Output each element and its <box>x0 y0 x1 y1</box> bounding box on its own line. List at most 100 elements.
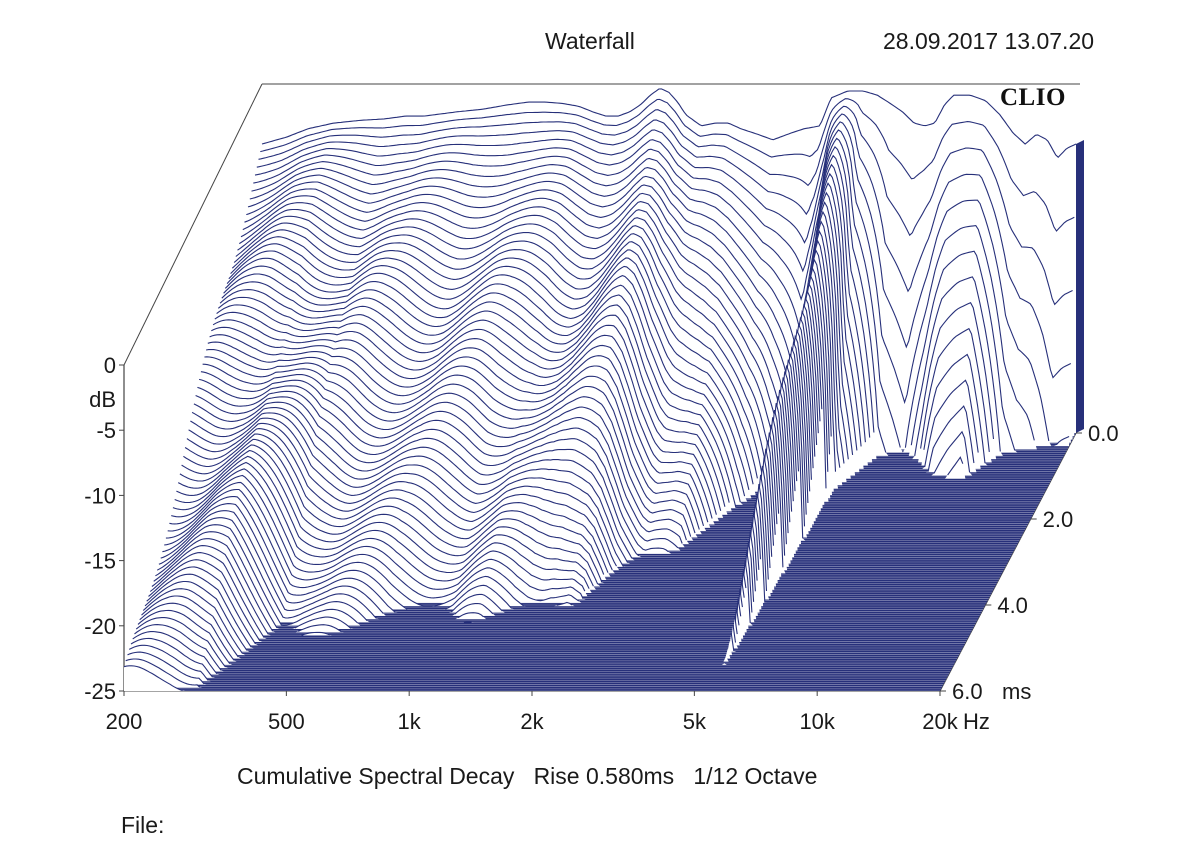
decay-slice-line <box>184 428 609 573</box>
decay-slice-line <box>123 665 183 692</box>
z-tick-label: 6.0 <box>952 679 983 704</box>
x-axis-unit: Hz <box>963 709 990 734</box>
x-tick-label: 5k <box>683 709 707 734</box>
y-tick-label: -25 <box>84 679 116 704</box>
decay-slice-line <box>200 371 683 544</box>
decay-slice-line <box>149 559 261 642</box>
decay-slice-line <box>434 575 524 607</box>
decay-slice-line <box>193 401 633 559</box>
decay-slice-line <box>202 363 687 541</box>
decay-slice-line <box>294 616 352 629</box>
decay-slice-line <box>195 394 640 557</box>
decay-slice-line <box>223 273 741 503</box>
decay-slice-line <box>134 624 222 671</box>
decay-slice-line <box>923 353 986 464</box>
decay-slice-line <box>160 517 368 622</box>
decay-slice-line <box>127 651 205 685</box>
x-tick-label: 20k <box>922 709 958 734</box>
decay-slice-line <box>947 456 964 476</box>
decay-slice-line <box>910 276 1001 452</box>
decay-slice-line <box>214 311 717 515</box>
decay-slice-line <box>242 182 862 447</box>
decay-slice-line <box>158 524 359 627</box>
y-axis-unit: dB <box>89 387 116 412</box>
decay-slice-line <box>239 208 785 462</box>
decay-slice-line <box>188 417 617 567</box>
decay-slice-line <box>730 632 735 651</box>
slice-mask <box>136 617 953 669</box>
x-tick-label: 1k <box>398 709 422 734</box>
timestamp: 28.09.2017 13.07.20 <box>883 28 1095 54</box>
right-wall <box>1076 140 1084 433</box>
decay-slice-line <box>211 326 709 523</box>
decay-slice-line <box>164 503 384 614</box>
decay-slice-line <box>212 319 713 519</box>
y-tick-label: 0 <box>104 353 116 378</box>
file-label: File: <box>121 812 165 838</box>
decay-slice-line <box>167 488 408 610</box>
decay-slice-line <box>206 348 696 534</box>
decay-slice-line <box>142 588 244 655</box>
decay-slice-line <box>176 455 590 589</box>
decay-slice-line <box>258 105 1073 306</box>
decay-slice-line <box>226 257 750 491</box>
decay-slice-line <box>450 593 503 613</box>
decay-slice-line <box>177 449 594 587</box>
decay-slice-line <box>137 609 231 665</box>
decay-slice-line <box>914 301 995 456</box>
decay-slice-line <box>244 172 866 443</box>
decay-slice-line <box>247 154 875 433</box>
z-tick-label: 2.0 <box>1043 507 1074 532</box>
x-tick-label: 2k <box>520 709 544 734</box>
decay-slice-line <box>253 129 1035 441</box>
decay-slice-line <box>256 113 1072 379</box>
decay-slice-line <box>191 407 629 563</box>
decay-slice-line <box>230 243 758 479</box>
decay-slice-line <box>240 191 858 469</box>
decay-slice-line <box>139 602 235 661</box>
decay-slice-line <box>181 438 603 583</box>
decay-slice-line <box>197 386 669 553</box>
decay-slice-line <box>235 222 776 481</box>
decay-slice-line <box>556 601 573 606</box>
decay-slice-line <box>190 412 624 567</box>
decay-slice-line <box>221 281 737 509</box>
chart-title: Waterfall <box>545 28 635 54</box>
y-tick-label: -10 <box>84 483 116 508</box>
decay-slice-line <box>183 433 605 575</box>
decay-slice-line <box>924 379 979 468</box>
decay-slice-line <box>246 163 871 438</box>
chart-subtitle: Cumulative Spectral Decay Rise 0.580ms 1… <box>237 763 818 789</box>
decay-slice-line <box>261 88 1077 158</box>
decay-slice-line <box>125 658 201 688</box>
decay-slice-line <box>732 624 737 643</box>
decay-slice-line <box>207 341 700 530</box>
decay-slice-line <box>179 444 599 585</box>
decay-slice-line <box>927 405 975 472</box>
frame-left-top-edge <box>123 83 263 366</box>
decay-slice-line <box>204 356 692 537</box>
decay-slice-line <box>198 378 679 549</box>
decay-slice-line <box>454 602 494 615</box>
slice-mask <box>167 489 984 610</box>
decay-slice-line <box>1055 435 1070 446</box>
decay-slice-line <box>920 327 990 452</box>
x-tick-label: 10k <box>799 709 835 734</box>
decay-slice-line <box>297 624 342 633</box>
decay-slice-line <box>144 580 248 651</box>
decay-slice-line <box>130 637 214 678</box>
y-tick-label: -5 <box>96 418 116 443</box>
decay-slice-line <box>141 595 239 658</box>
z-tick-label: 0.0 <box>1088 421 1119 446</box>
decay-slice-line <box>445 584 513 610</box>
decay-slice-line <box>237 215 781 471</box>
decay-slice-line <box>254 121 1050 442</box>
decay-slice-line <box>148 566 256 645</box>
decay-slice-line <box>933 430 971 474</box>
y-tick-label: -15 <box>84 549 116 574</box>
decay-slice-line <box>132 630 218 675</box>
decay-slice-line <box>135 617 226 668</box>
decay-slice-line <box>249 146 887 453</box>
decay-slice-line <box>233 229 770 476</box>
